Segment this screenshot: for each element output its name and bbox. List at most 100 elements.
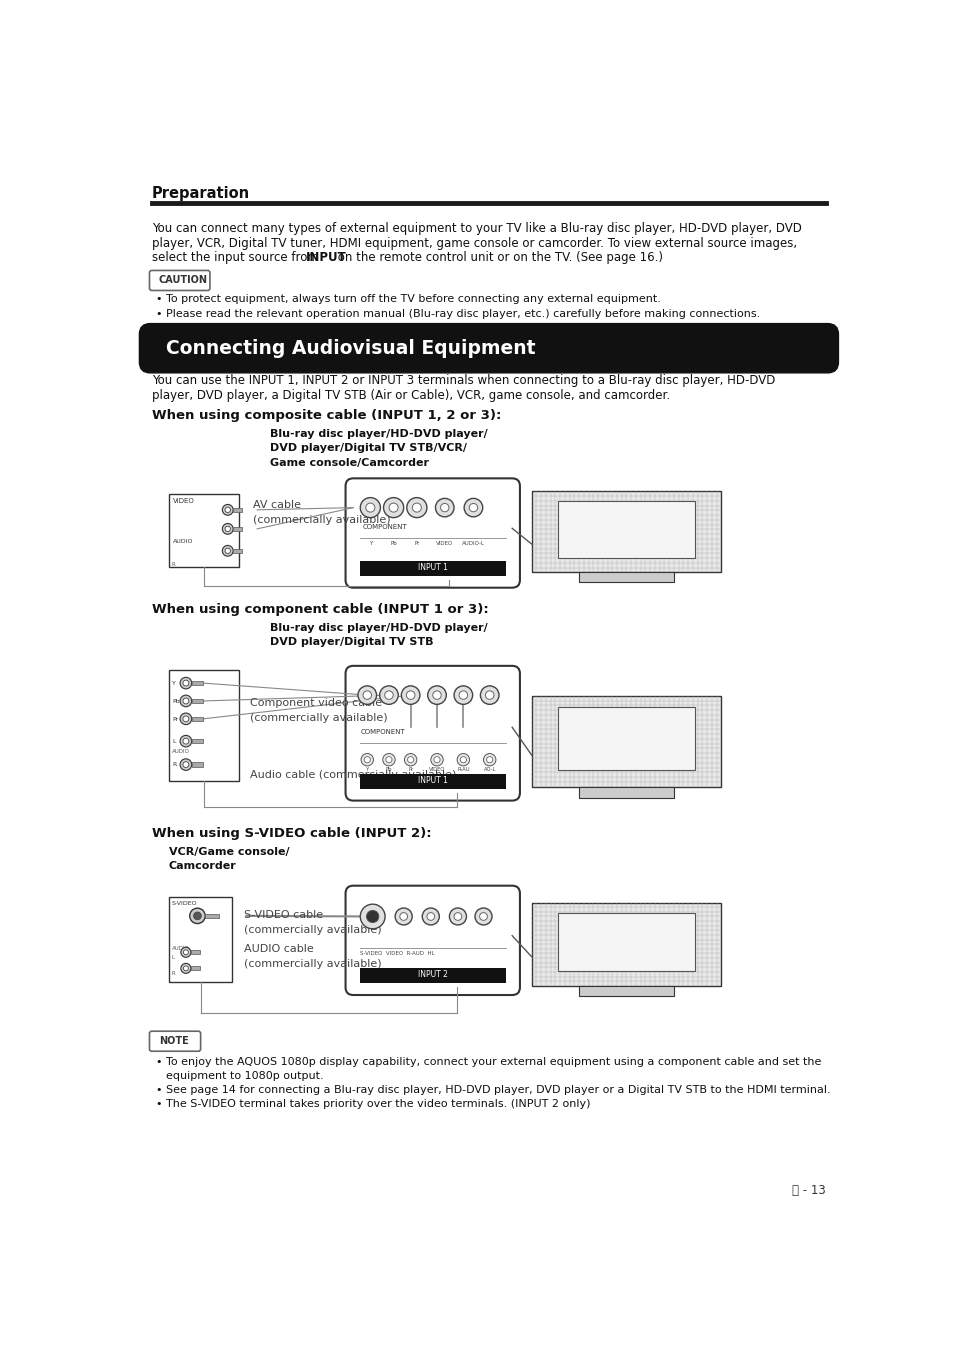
Circle shape bbox=[225, 526, 231, 532]
Circle shape bbox=[360, 498, 380, 518]
Circle shape bbox=[357, 685, 376, 704]
Circle shape bbox=[190, 908, 205, 924]
Text: When using composite cable (INPUT 1, 2 or 3):: When using composite cable (INPUT 1, 2 o… bbox=[152, 409, 500, 422]
Text: L: L bbox=[172, 955, 174, 960]
Text: (commercially available): (commercially available) bbox=[244, 959, 381, 969]
Text: DVD player/Digital TV STB/VCR/: DVD player/Digital TV STB/VCR/ bbox=[270, 444, 466, 453]
Bar bbox=[578, 786, 673, 797]
Text: COMPONENT: COMPONENT bbox=[362, 523, 407, 530]
Text: Preparation: Preparation bbox=[152, 186, 250, 201]
Circle shape bbox=[180, 735, 192, 747]
Circle shape bbox=[181, 963, 191, 974]
Circle shape bbox=[483, 754, 496, 766]
Text: INPUT 1: INPUT 1 bbox=[417, 776, 447, 785]
Text: DVD player/Digital TV STB: DVD player/Digital TV STB bbox=[270, 637, 433, 648]
Text: Connecting Audiovisual Equipment: Connecting Audiovisual Equipment bbox=[166, 339, 535, 357]
Text: VIDEO: VIDEO bbox=[172, 498, 194, 503]
Text: AO-L: AO-L bbox=[483, 766, 496, 772]
Text: select the input source from: select the input source from bbox=[152, 251, 322, 264]
Circle shape bbox=[440, 503, 449, 511]
Circle shape bbox=[180, 759, 192, 770]
Text: Pr: Pr bbox=[172, 716, 178, 722]
Bar bbox=[578, 572, 673, 581]
Text: Pr: Pr bbox=[408, 766, 413, 772]
Circle shape bbox=[183, 762, 189, 768]
Text: AUDIO: AUDIO bbox=[172, 540, 193, 544]
Text: AUDIO: AUDIO bbox=[172, 749, 190, 754]
Circle shape bbox=[180, 714, 192, 724]
Circle shape bbox=[385, 757, 392, 762]
Circle shape bbox=[433, 691, 441, 699]
Text: COMPONENT: COMPONENT bbox=[360, 728, 405, 735]
Circle shape bbox=[456, 754, 469, 766]
Text: INPUT 2: INPUT 2 bbox=[417, 970, 447, 979]
Text: AUDIO-L: AUDIO-L bbox=[461, 541, 484, 546]
Bar bbox=[169, 897, 233, 982]
Circle shape bbox=[222, 545, 233, 556]
Text: When using S-VIDEO cable (INPUT 2):: When using S-VIDEO cable (INPUT 2): bbox=[152, 827, 431, 840]
Text: AUDIO: AUDIO bbox=[172, 946, 190, 951]
Circle shape bbox=[464, 498, 482, 517]
Text: Pr: Pr bbox=[414, 541, 419, 546]
Text: AUDIO cable: AUDIO cable bbox=[244, 944, 314, 954]
Circle shape bbox=[399, 913, 407, 920]
FancyBboxPatch shape bbox=[345, 886, 519, 996]
Text: R: R bbox=[172, 762, 176, 768]
Circle shape bbox=[379, 685, 397, 704]
Text: • To enjoy the AQUOS 1080p display capability, connect your external equipment u: • To enjoy the AQUOS 1080p display capab… bbox=[155, 1056, 821, 1067]
Text: Pb: Pb bbox=[385, 766, 392, 772]
FancyBboxPatch shape bbox=[345, 479, 519, 588]
Circle shape bbox=[181, 947, 191, 958]
Circle shape bbox=[412, 503, 421, 513]
Circle shape bbox=[183, 697, 189, 704]
FancyBboxPatch shape bbox=[345, 666, 519, 800]
Circle shape bbox=[384, 691, 393, 699]
Bar bbox=[359, 969, 505, 983]
Circle shape bbox=[365, 503, 375, 513]
Circle shape bbox=[449, 908, 466, 925]
FancyBboxPatch shape bbox=[150, 270, 210, 290]
Circle shape bbox=[401, 685, 419, 704]
Circle shape bbox=[362, 691, 371, 699]
Circle shape bbox=[383, 498, 403, 518]
Text: NOTE: NOTE bbox=[159, 1036, 189, 1045]
Bar bbox=[169, 669, 238, 781]
Circle shape bbox=[183, 966, 188, 971]
Text: (commercially available): (commercially available) bbox=[250, 714, 388, 723]
Text: VIDEO: VIDEO bbox=[428, 766, 445, 772]
Circle shape bbox=[434, 757, 439, 762]
Text: S-VIDEO cable: S-VIDEO cable bbox=[244, 911, 323, 920]
Circle shape bbox=[435, 498, 454, 517]
Bar bbox=[192, 681, 203, 685]
Circle shape bbox=[180, 695, 192, 707]
Text: • Please read the relevant operation manual (Blu-ray disc player, etc.) carefull: • Please read the relevant operation man… bbox=[155, 309, 760, 318]
Circle shape bbox=[366, 911, 378, 923]
Bar bbox=[531, 902, 720, 986]
Text: player, DVD player, a Digital TV STB (Air or Cable), VCR, game console, and camc: player, DVD player, a Digital TV STB (Ai… bbox=[152, 389, 669, 402]
Circle shape bbox=[459, 757, 466, 762]
Circle shape bbox=[360, 904, 385, 929]
Bar bbox=[192, 699, 203, 703]
Text: Game console/Camcorder: Game console/Camcorder bbox=[270, 457, 428, 468]
Circle shape bbox=[360, 754, 373, 766]
Text: equipment to 1080p output.: equipment to 1080p output. bbox=[166, 1071, 323, 1081]
Text: You can connect many types of external equipment to your TV like a Blu-ray disc : You can connect many types of external e… bbox=[152, 223, 801, 235]
Circle shape bbox=[180, 677, 192, 689]
Bar bbox=[169, 494, 238, 567]
Text: Pb: Pb bbox=[172, 699, 179, 704]
Text: Pb: Pb bbox=[390, 541, 396, 546]
Text: When using component cable (INPUT 1 or 3):: When using component cable (INPUT 1 or 3… bbox=[152, 603, 488, 616]
Text: INPUT: INPUT bbox=[305, 251, 346, 264]
Text: on the remote control unit or on the TV. (See page 16.): on the remote control unit or on the TV.… bbox=[334, 251, 661, 264]
Circle shape bbox=[183, 950, 188, 955]
Bar bbox=[558, 913, 694, 971]
Circle shape bbox=[222, 523, 233, 534]
Bar bbox=[233, 509, 242, 511]
Circle shape bbox=[486, 757, 493, 762]
Bar bbox=[191, 966, 200, 970]
Circle shape bbox=[431, 754, 443, 766]
Circle shape bbox=[479, 913, 487, 920]
Text: • To protect equipment, always turn off the TV before connecting any external eq: • To protect equipment, always turn off … bbox=[155, 294, 659, 305]
Text: Blu-ray disc player/HD-DVD player/: Blu-ray disc player/HD-DVD player/ bbox=[270, 623, 487, 633]
Bar bbox=[359, 561, 505, 576]
